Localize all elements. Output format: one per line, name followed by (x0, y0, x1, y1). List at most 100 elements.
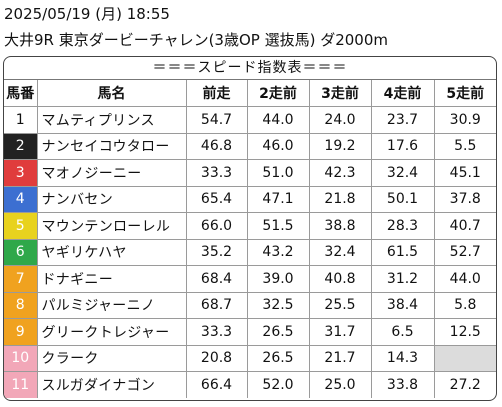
speed-index-cell: 21.8 (308, 185, 372, 213)
table-row: 2 ナンセイコウタロー 46.8 46.0 19.2 17.6 5.5 (4, 132, 496, 160)
speed-index-cell: 6.5 (370, 318, 435, 346)
speed-index-cell: 43.2 (246, 238, 310, 266)
table-row: 1 マムティプリンス 54.7 44.0 24.0 23.7 30.9 (4, 106, 496, 134)
horse-number-cell: 1 (4, 106, 38, 134)
speed-index-cell: 26.5 (246, 318, 310, 346)
speed-index-cell: 68.7 (185, 291, 248, 319)
speed-index-cell: 32.4 (308, 238, 372, 266)
col-header-4-races-ago: 4走前 (370, 80, 435, 107)
speed-index-cell: 33.3 (185, 159, 248, 187)
table-row: 6 ヤギリケハヤ 35.2 43.2 32.4 61.5 52.7 (4, 238, 496, 266)
col-header-horse-no: 馬番 (4, 80, 38, 107)
horse-name-cell: マウンテンローレル (36, 212, 187, 240)
speed-index-cell: 33.3 (185, 318, 248, 346)
speed-index-cell: 28.3 (370, 212, 435, 240)
table-row: 4 ナンバセン 65.4 47.1 21.8 50.1 37.8 (4, 185, 496, 213)
speed-index-cell: 20.8 (185, 344, 248, 372)
table-row: 3 マオノジーニー 33.3 51.0 42.3 32.4 45.1 (4, 159, 496, 187)
speed-index-cell (433, 344, 496, 372)
speed-index-cell: 66.0 (185, 212, 248, 240)
race-title: 大井9R 東京ダービーチャレン(3歳OP 選抜馬) ダ2000m (4, 31, 389, 49)
speed-index-cell: 30.9 (433, 106, 496, 134)
horse-number-cell: 8 (4, 291, 38, 319)
table-row: 10 クラーク 20.8 26.5 21.7 14.3 (4, 344, 496, 372)
table-row: 7 ドナギニー 68.4 39.0 40.8 31.2 44.0 (4, 265, 496, 293)
speed-index-cell: 25.5 (308, 291, 372, 319)
col-header-3-races-ago: 3走前 (308, 80, 372, 107)
horse-name-cell: パルミジャーニノ (36, 291, 187, 319)
speed-index-cell: 42.3 (308, 159, 372, 187)
table-row: 11 スルガダイナゴン 66.4 52.0 25.0 33.8 27.2 (4, 371, 496, 398)
col-header-last-race: 前走 (185, 80, 248, 107)
speed-index-panel: ＝＝＝スピード指数表＝＝＝ 馬番 馬名 前走 2走前 3走前 4走前 5走前 1… (3, 56, 497, 401)
horse-number-cell: 9 (4, 318, 38, 346)
speed-index-cell: 39.0 (246, 265, 310, 293)
horse-name-cell: ナンセイコウタロー (36, 132, 187, 160)
speed-index-cell: 46.8 (185, 132, 248, 160)
horse-number-cell: 3 (4, 159, 38, 187)
col-header-horse-name: 馬名 (36, 80, 187, 107)
speed-index-cell: 14.3 (370, 344, 435, 372)
horse-name-cell: スルガダイナゴン (36, 371, 187, 398)
speed-index-cell: 5.8 (433, 291, 496, 319)
speed-index-cell: 44.0 (246, 106, 310, 134)
speed-index-cell: 40.8 (308, 265, 372, 293)
speed-index-cell: 66.4 (185, 371, 248, 398)
speed-index-cell: 23.7 (370, 106, 435, 134)
speed-index-cell: 52.0 (246, 371, 310, 398)
speed-index-cell: 32.4 (370, 159, 435, 187)
speed-index-cell: 50.1 (370, 185, 435, 213)
race-datetime: 2025/05/19 (月) 18:55 (4, 5, 170, 23)
speed-index-cell: 47.1 (246, 185, 310, 213)
horse-number-cell: 7 (4, 265, 38, 293)
horse-name-cell: ナンバセン (36, 185, 187, 213)
header-row: 馬番 馬名 前走 2走前 3走前 4走前 5走前 (4, 80, 496, 107)
table-row: 5 マウンテンローレル 66.0 51.5 38.8 28.3 40.7 (4, 212, 496, 240)
horse-number-cell: 4 (4, 185, 38, 213)
horse-name-cell: マムティプリンス (36, 106, 187, 134)
speed-index-cell: 12.5 (433, 318, 496, 346)
speed-index-cell: 61.5 (370, 238, 435, 266)
table-title: ＝＝＝スピード指数表＝＝＝ (4, 57, 496, 80)
speed-index-cell: 44.0 (433, 265, 496, 293)
horse-number-cell: 2 (4, 132, 38, 160)
speed-index-cell: 31.7 (308, 318, 372, 346)
horse-number-cell: 6 (4, 238, 38, 266)
horse-number-cell: 10 (4, 344, 38, 372)
speed-index-cell: 17.6 (370, 132, 435, 160)
speed-index-table: 馬番 馬名 前走 2走前 3走前 4走前 5走前 1 マムティプリンス 54.7 44… (4, 80, 496, 398)
col-header-5-races-ago: 5走前 (433, 80, 496, 107)
speed-index-cell: 51.0 (246, 159, 310, 187)
speed-index-cell: 31.2 (370, 265, 435, 293)
speed-index-cell: 38.8 (308, 212, 372, 240)
horse-name-cell: グリークトレジャー (36, 318, 187, 346)
horse-name-cell: クラーク (36, 344, 187, 372)
speed-index-cell: 51.5 (246, 212, 310, 240)
speed-index-cell: 32.5 (246, 291, 310, 319)
table-row: 9 グリークトレジャー 33.3 26.5 31.7 6.5 12.5 (4, 318, 496, 346)
horse-name-cell: ドナギニー (36, 265, 187, 293)
horse-number-cell: 5 (4, 212, 38, 240)
speed-index-cell: 68.4 (185, 265, 248, 293)
speed-index-cell: 65.4 (185, 185, 248, 213)
speed-index-cell: 24.0 (308, 106, 372, 134)
speed-index-cell: 27.2 (433, 371, 496, 398)
speed-index-cell: 45.1 (433, 159, 496, 187)
speed-index-cell: 21.7 (308, 344, 372, 372)
horse-number-cell: 11 (4, 371, 38, 398)
speed-index-cell: 52.7 (433, 238, 496, 266)
speed-index-cell: 5.5 (433, 132, 496, 160)
speed-index-cell: 37.8 (433, 185, 496, 213)
speed-index-cell: 35.2 (185, 238, 248, 266)
speed-index-cell: 19.2 (308, 132, 372, 160)
horse-name-cell: マオノジーニー (36, 159, 187, 187)
speed-index-cell: 40.7 (433, 212, 496, 240)
horse-name-cell: ヤギリケハヤ (36, 238, 187, 266)
speed-index-cell: 46.0 (246, 132, 310, 160)
table-row: 8 パルミジャーニノ 68.7 32.5 25.5 38.4 5.8 (4, 291, 496, 319)
speed-index-cell: 38.4 (370, 291, 435, 319)
speed-index-cell: 25.0 (308, 371, 372, 398)
speed-index-cell: 33.8 (370, 371, 435, 398)
speed-index-cell: 26.5 (246, 344, 310, 372)
col-header-2-races-ago: 2走前 (246, 80, 310, 107)
